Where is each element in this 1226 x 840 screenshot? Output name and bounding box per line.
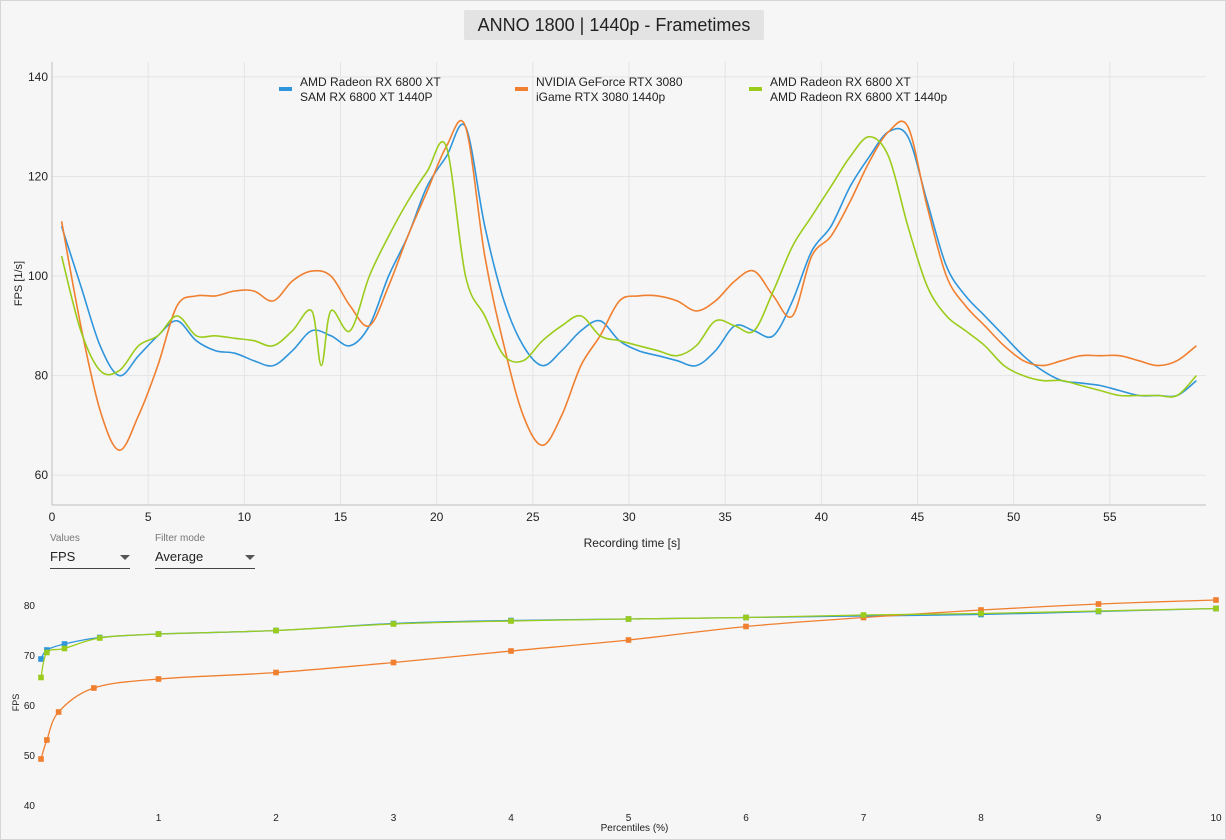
y-tick-label: 80 <box>24 601 36 612</box>
x-tick-label: 45 <box>911 510 925 524</box>
percentile-marker-3 <box>273 627 279 634</box>
percentile-marker-3 <box>860 612 867 618</box>
values-dropdown[interactable]: FPS <box>50 546 130 569</box>
percentile-marker-2 <box>508 648 514 654</box>
x-tick-label: 30 <box>622 510 636 524</box>
filter-mode-control[interactable]: Filter mode Average <box>155 533 255 569</box>
legend-swatch <box>749 87 762 91</box>
x-tick-label: 35 <box>718 510 732 524</box>
values-label: Values <box>50 533 80 544</box>
percentile-line-1 <box>40 607 1217 660</box>
percentile-marker-3 <box>38 674 44 681</box>
x-tick-label: 40 <box>815 510 829 524</box>
percentile-marker-2 <box>625 637 632 643</box>
legend-swatch <box>279 87 292 91</box>
percentile-marker-3 <box>743 614 749 621</box>
percentile-marker-2 <box>1213 597 1219 603</box>
percentile-marker-2 <box>55 709 62 715</box>
x-tick-label: 15 <box>334 510 348 524</box>
chart-title: ANNO 1800 | 1440p - Frametimes <box>464 10 764 40</box>
percentile-marker-3 <box>155 631 162 637</box>
percentile-marker-3 <box>96 635 103 641</box>
legend-sublabel: iGame RTX 3080 1440p <box>536 90 666 104</box>
x-tick-label: 20 <box>430 510 444 524</box>
chevron-down-icon <box>245 555 255 560</box>
x-tick-label: 4 <box>508 813 514 824</box>
filter-mode-dropdown[interactable]: Average <box>155 546 255 569</box>
series-line-1 <box>60 123 1197 398</box>
x-tick-label: 10 <box>238 510 252 524</box>
filter-mode-label: Filter mode <box>155 533 206 544</box>
frametimes-chart: 60 80 100 120 140 0 5 10 15 20 25 30 35 40 45 50 55 Recor… <box>13 62 1206 550</box>
percentile-line-2 <box>40 599 1217 760</box>
percentile-marker-3 <box>508 618 514 624</box>
percentile-marker-2 <box>38 756 44 762</box>
percentile-marker-2 <box>155 676 162 682</box>
x-tick-label: 25 <box>526 510 540 524</box>
percentile-marker-1 <box>38 656 44 662</box>
x-tick-label: 9 <box>1096 813 1102 824</box>
percentile-marker-2 <box>44 737 50 743</box>
y-tick-label: 50 <box>24 751 36 762</box>
values-selected: FPS <box>50 549 76 564</box>
percentile-marker-2 <box>978 607 984 613</box>
x-tick-label: 50 <box>1007 510 1021 524</box>
y-tick-label: 40 <box>24 801 36 812</box>
legend-label: AMD Radeon RX 6800 XT <box>770 75 911 89</box>
legend-sublabel: SAM RX 6800 XT 1440P <box>300 90 433 104</box>
percentile-marker-3 <box>61 645 68 652</box>
y-tick-label: 60 <box>24 701 36 712</box>
filter-mode-selected: Average <box>155 549 204 564</box>
chevron-down-icon <box>120 555 130 560</box>
percentile-marker-3 <box>625 616 632 622</box>
y-tick-label: 140 <box>28 70 48 84</box>
y-axis-label: FPS [1/s] <box>13 261 25 306</box>
y-tick-label: 120 <box>28 169 48 183</box>
percentiles-chart: 40 50 60 70 80 1 2 3 4 5 6 7 8 9 10 Percentiles (%) FPS <box>11 597 1222 834</box>
percentile-marker-2 <box>390 659 397 666</box>
series-line-3 <box>60 135 1197 398</box>
x-tick-label: 3 <box>391 813 397 824</box>
percentile-marker-1 <box>61 641 68 647</box>
x-tick-label: 1 <box>156 813 162 824</box>
x-tick-label: 5 <box>626 813 632 824</box>
y-tick-label: 70 <box>24 651 36 662</box>
percentile-marker-2 <box>273 669 279 676</box>
legend-sublabel: AMD Radeon RX 6800 XT 1440p <box>770 90 948 104</box>
x-tick-label: 7 <box>861 813 867 824</box>
x-tick-label: 5 <box>145 510 152 524</box>
x-tick-label: 10 <box>1210 813 1222 824</box>
values-control[interactable]: Values FPS <box>50 533 130 569</box>
percentile-marker-3 <box>978 610 984 617</box>
percentile-marker-2 <box>743 623 749 630</box>
y-axis-label: FPS <box>11 694 21 712</box>
y-tick-label: 80 <box>35 369 49 383</box>
percentile-marker-3 <box>1095 608 1102 614</box>
x-tick-label: 6 <box>743 813 749 824</box>
percentile-marker-2 <box>91 685 97 691</box>
x-axis-label: Recording time [s] <box>584 536 681 550</box>
series-line-2 <box>60 119 1197 451</box>
x-tick-label: 8 <box>978 813 984 824</box>
legend-swatch <box>515 87 528 91</box>
y-tick-label: 60 <box>35 468 49 482</box>
percentile-marker-3 <box>1213 605 1219 612</box>
x-tick-label: 55 <box>1103 510 1117 524</box>
percentile-marker-3 <box>44 649 50 656</box>
legend-label: AMD Radeon RX 6800 XT <box>300 75 441 89</box>
y-tick-label: 100 <box>28 269 48 283</box>
legend-label: NVIDIA GeForce RTX 3080 <box>536 75 683 89</box>
percentile-marker-3 <box>390 621 397 627</box>
percentile-marker-2 <box>1095 601 1102 607</box>
x-tick-label: 0 <box>49 510 56 524</box>
x-axis-label: Percentiles (%) <box>601 823 669 834</box>
x-tick-label: 2 <box>273 813 279 824</box>
